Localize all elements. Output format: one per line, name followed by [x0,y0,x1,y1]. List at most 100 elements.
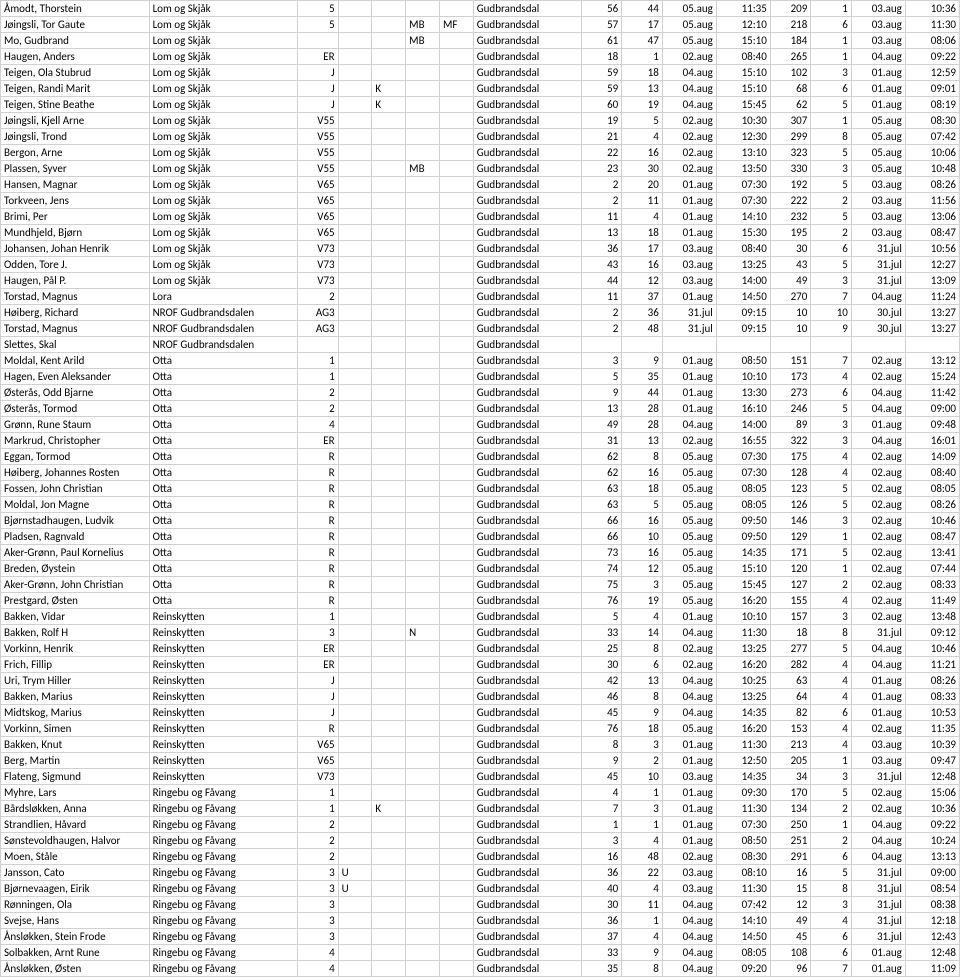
cell [338,321,372,337]
cell: Strandlien, Håvard [1,817,150,833]
cell: 126 [770,497,811,513]
cell: 04.aug [851,641,905,657]
cell: 07:44 [905,561,959,577]
cell: 08:54 [905,881,959,897]
table-row: Uri, Trym HillerReinskyttenJGudbrandsdal… [1,673,960,689]
cell [406,897,440,913]
cell [372,1,406,17]
cell [372,881,406,897]
cell: Gudbrandsdal [473,33,581,49]
cell: 08:26 [905,673,959,689]
cell: 57 [581,17,622,33]
cell: 02.aug [662,145,716,161]
cell: 08:47 [905,529,959,545]
cell: Gudbrandsdal [473,321,581,337]
cell: 2 [298,849,339,865]
cell: 31.jul [851,897,905,913]
cell: 3 [581,353,622,369]
cell: 128 [770,465,811,481]
cell: 9 [622,705,663,721]
cell: Lom og Skjåk [149,1,298,17]
cell [439,705,473,721]
cell [662,337,716,353]
cell: 05.aug [662,1,716,17]
cell: 1 [811,753,852,769]
cell: 153 [770,721,811,737]
cell: 04.aug [851,849,905,865]
cell: R [298,593,339,609]
cell: V65 [298,177,339,193]
cell: 171 [770,545,811,561]
cell [338,961,372,977]
cell [338,81,372,97]
cell: Ånsløkken, Østen [1,961,150,977]
cell: 6 [811,705,852,721]
cell [439,129,473,145]
cell [338,241,372,257]
cell [439,849,473,865]
cell: 18 [622,721,663,737]
cell: 2 [581,193,622,209]
cell: 11:21 [905,657,959,673]
cell: 09:50 [716,529,770,545]
table-row: Jøingsli, Kjell ArneLom og SkjåkV55Gudbr… [1,113,960,129]
cell: 01.aug [851,689,905,705]
cell: Gudbrandsdal [473,161,581,177]
cell: 13:48 [905,609,959,625]
cell: 64 [770,689,811,705]
cell: V65 [298,225,339,241]
cell: Gudbrandsdal [473,721,581,737]
cell: Eggan, Tormod [1,449,150,465]
cell: 48 [622,321,663,337]
cell [406,241,440,257]
cell: Gudbrandsdal [473,705,581,721]
cell: 13:27 [905,321,959,337]
cell: 04.aug [662,673,716,689]
cell: NROF Gudbrandsdalen [149,321,298,337]
cell [372,561,406,577]
cell: 18 [581,49,622,65]
cell: 10:06 [905,145,959,161]
cell: 11:30 [716,801,770,817]
cell: 73 [581,545,622,561]
cell: 13:25 [716,689,770,705]
cell [406,1,440,17]
cell: 03.aug [851,225,905,241]
cell [406,609,440,625]
cell: 31.jul [851,625,905,641]
cell: 19 [581,113,622,129]
cell: Lom og Skjåk [149,273,298,289]
cell: 13 [622,81,663,97]
cell [439,321,473,337]
cell: V55 [298,145,339,161]
cell [338,161,372,177]
cell: Gudbrandsdal [473,945,581,961]
cell [338,849,372,865]
cell [406,321,440,337]
cell: 14:50 [716,929,770,945]
cell: 22 [581,145,622,161]
cell: Gudbrandsdal [473,913,581,929]
cell: 03.aug [851,193,905,209]
cell: 9 [622,945,663,961]
cell: 10 [622,769,663,785]
cell: Gudbrandsdal [473,593,581,609]
cell: 14:35 [716,545,770,561]
cell: 2 [298,833,339,849]
cell: Gudbrandsdal [473,209,581,225]
cell: 07:42 [716,897,770,913]
cell: Flateng, Sigmund [1,769,150,785]
cell [439,369,473,385]
table-row: Teigen, Stine BeatheLom og SkjåkJKGudbra… [1,97,960,113]
cell: 05.aug [662,33,716,49]
cell: Ringebu og Fåvang [149,929,298,945]
table-row: Torstad, MagnusNROF GudbrandsdalenAG3Gud… [1,321,960,337]
cell: Aker-Grønn, Paul Kornelius [1,545,150,561]
cell: 4 [811,689,852,705]
cell: 4 [811,465,852,481]
cell: 9 [581,385,622,401]
cell: 195 [770,225,811,241]
cell: NROF Gudbrandsdalen [149,337,298,353]
cell: 07:30 [716,465,770,481]
cell: Lom og Skjåk [149,49,298,65]
